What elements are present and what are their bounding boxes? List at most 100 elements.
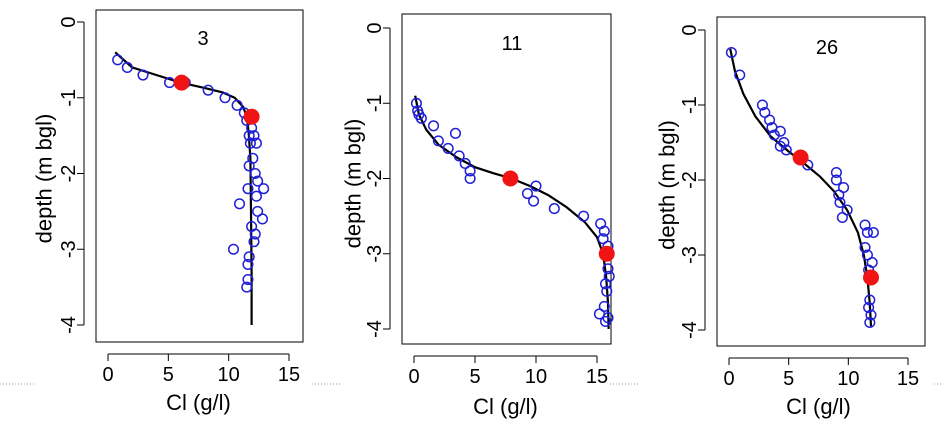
fitted-curve — [114, 51, 253, 325]
observed-point — [597, 233, 609, 245]
observed-point — [241, 281, 253, 293]
observed-point — [219, 92, 231, 104]
observed-point — [249, 228, 261, 240]
observed-point — [861, 226, 873, 239]
y-tick-label: -2 — [364, 170, 386, 188]
observed-point — [432, 135, 444, 147]
observed-point — [137, 69, 149, 81]
observed-point — [449, 127, 462, 139]
highlight-point — [598, 245, 615, 262]
y-axis-title: depth (m bgl) — [655, 120, 680, 250]
y-tick-label: 0 — [364, 22, 386, 33]
x-tick-label: 5 — [783, 368, 794, 390]
chart-panel-2: 11 Cl (g/l) depth (m bgl) 0 5 10 15 0 -1 -2 -3 -… — [341, 13, 615, 419]
x-tick-label: 5 — [163, 364, 174, 386]
plot-frame — [95, 9, 304, 343]
highlight-point — [792, 149, 809, 166]
observed-point — [244, 137, 256, 149]
observed-point — [864, 294, 876, 306]
observed-point — [725, 46, 737, 59]
observed-point — [599, 315, 612, 328]
observed-point — [598, 225, 610, 237]
observed-point — [242, 258, 254, 270]
x-tick-label: 15 — [278, 364, 300, 386]
observed-point — [830, 174, 842, 186]
observed-point — [248, 236, 260, 248]
observed-point — [734, 69, 746, 81]
observed-point — [243, 160, 255, 172]
observed-point — [601, 285, 613, 297]
observed-point — [756, 99, 768, 111]
observed-point — [863, 301, 875, 314]
observed-point — [602, 263, 614, 275]
y-tick-label: -4 — [364, 320, 386, 338]
observed-point — [427, 120, 440, 132]
observed-point — [252, 175, 264, 187]
y-tick-label: -1 — [364, 94, 386, 112]
observed-point — [864, 316, 876, 329]
x-tick-label: 15 — [897, 368, 919, 390]
x-axis-title: Cl (g/l) — [473, 394, 538, 419]
x-tick-label: 0 — [102, 364, 113, 386]
observed-point — [780, 144, 792, 156]
x-tick-label: 10 — [525, 366, 547, 388]
observed-point — [464, 172, 476, 185]
observed-point — [548, 203, 560, 215]
observed-point — [830, 166, 842, 179]
observed-point — [112, 54, 124, 66]
observed-point — [256, 213, 269, 225]
observed-point — [243, 251, 255, 263]
observed-point — [453, 150, 465, 162]
observed-point — [599, 278, 612, 290]
y-tick-label: -4 — [679, 321, 701, 339]
observed-point — [859, 219, 871, 231]
observed-point — [528, 195, 540, 207]
observed-point — [521, 188, 534, 200]
observed-point — [121, 61, 133, 73]
observed-point — [258, 183, 270, 195]
y-tick-label: -2 — [679, 171, 701, 189]
highlight-point — [502, 170, 519, 187]
observed-point — [250, 190, 262, 202]
observed-point — [598, 300, 610, 312]
observed-point — [442, 142, 454, 154]
panel-title: 3 — [197, 28, 208, 50]
observed-point — [778, 136, 790, 149]
y-tick-label: 0 — [58, 16, 80, 27]
x-tick-label: 10 — [837, 368, 859, 390]
y-axis-title: depth (m bgl) — [32, 114, 57, 244]
fitted-curve — [729, 48, 873, 327]
panel-title: 26 — [816, 37, 838, 59]
observed-point — [459, 157, 471, 169]
y-tick-label: -3 — [679, 246, 701, 264]
observed-point — [243, 130, 255, 142]
plot-frame — [401, 13, 612, 345]
highlight-point — [243, 108, 260, 125]
plot-frame — [716, 16, 926, 347]
observed-point — [202, 84, 214, 96]
y-axis-title: depth (m bgl) — [341, 119, 366, 249]
observed-point — [859, 241, 871, 254]
chart-panel-3: 26 Cl (g/l) depth (m bgl) 0 5 10 15 0 -1 -2 -3 -… — [655, 16, 926, 419]
y-tick-label: -3 — [364, 245, 386, 263]
observed-point — [836, 211, 848, 224]
observed-point — [834, 196, 846, 209]
y-tick-label: -1 — [679, 96, 701, 114]
highlight-point — [173, 74, 190, 91]
x-axis-title: Cl (g/l) — [166, 390, 231, 415]
observed-point — [867, 226, 879, 239]
y-tick-label: -1 — [58, 89, 80, 107]
y-tick-label: -3 — [58, 240, 80, 258]
x-tick-label: 10 — [218, 364, 240, 386]
observed-point — [530, 180, 542, 192]
observed-point — [231, 99, 243, 111]
observed-point — [242, 183, 254, 195]
observed-point — [764, 114, 776, 126]
observed-point — [774, 125, 786, 137]
x-axis-title: Cl (g/l) — [786, 394, 851, 419]
observed-point — [252, 205, 264, 217]
observed-point — [410, 97, 422, 109]
highlight-point — [863, 269, 880, 286]
y-tick-label: -2 — [58, 165, 80, 183]
